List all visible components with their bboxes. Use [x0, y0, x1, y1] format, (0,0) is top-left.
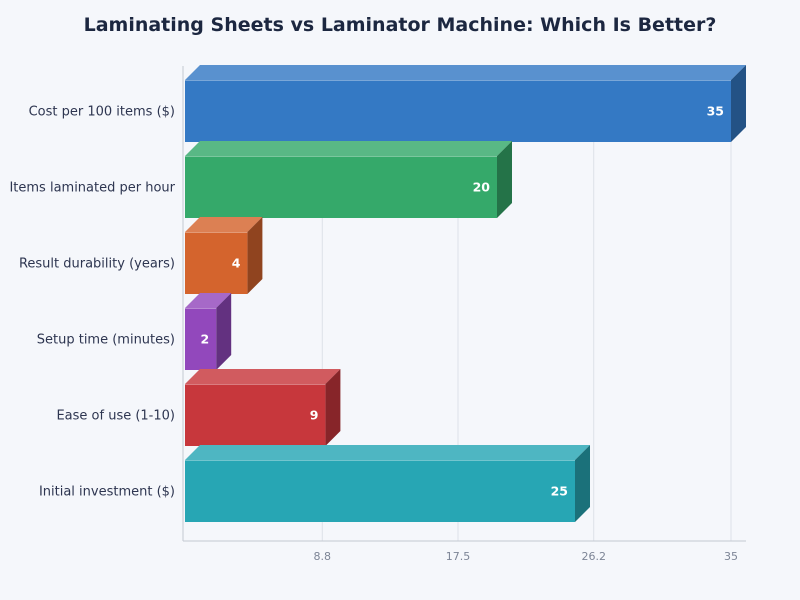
bar-front-face	[185, 80, 731, 142]
bar: 2	[185, 293, 232, 370]
bar-front-face	[185, 460, 575, 522]
bar-top-face	[185, 369, 341, 384]
bar: 4	[185, 217, 263, 294]
category-label: Cost per 100 items ($)	[29, 105, 175, 120]
bar-front-face	[185, 308, 217, 370]
bar-side-face	[731, 65, 746, 142]
bar-value-label: 35	[707, 104, 724, 119]
bar-front-face	[185, 384, 326, 446]
category-label: Initial investment ($)	[39, 485, 175, 500]
bar-side-face	[247, 217, 263, 294]
category-labels: Cost per 100 items ($) Items laminated pe…	[9, 105, 175, 500]
x-tick-labels: 8.8 17.5 26.2 35	[314, 550, 738, 563]
bar-side-face	[216, 293, 232, 370]
bar-value-label: 20	[473, 180, 491, 195]
bar-value-label: 25	[551, 484, 568, 499]
bar-side-face	[575, 445, 590, 522]
bar-top-face	[185, 217, 263, 232]
axes	[182, 66, 746, 542]
x-tick-label: 26.2	[581, 550, 606, 563]
bar-top-face	[185, 445, 590, 460]
chart-title: Laminating Sheets vs Laminator Machine: …	[83, 14, 717, 36]
bar: 35	[185, 65, 746, 142]
bars: 35 20 4 2 9 25	[185, 65, 746, 522]
bar-top-face	[185, 65, 746, 80]
bar: 9	[185, 369, 341, 446]
x-tick-label: 35	[724, 550, 738, 563]
category-label: Items laminated per hour	[9, 181, 175, 196]
bar-top-face	[185, 141, 512, 156]
category-label: Ease of use (1-10)	[56, 409, 175, 424]
x-tick-label: 8.8	[314, 550, 332, 563]
bar-front-face	[185, 232, 248, 294]
bar-top-face	[185, 293, 232, 308]
bar-value-label: 4	[232, 256, 241, 271]
bar: 20	[185, 141, 512, 218]
bar-side-face	[325, 369, 341, 446]
bar: 25	[185, 445, 590, 522]
x-tick-label: 17.5	[446, 550, 471, 563]
category-label: Result durability (years)	[19, 257, 175, 272]
bar-value-label: 2	[200, 332, 209, 347]
bar-front-face	[185, 156, 497, 218]
category-label: Setup time (minutes)	[37, 333, 175, 348]
bar-side-face	[497, 141, 512, 218]
bar-value-label: 9	[310, 408, 319, 423]
